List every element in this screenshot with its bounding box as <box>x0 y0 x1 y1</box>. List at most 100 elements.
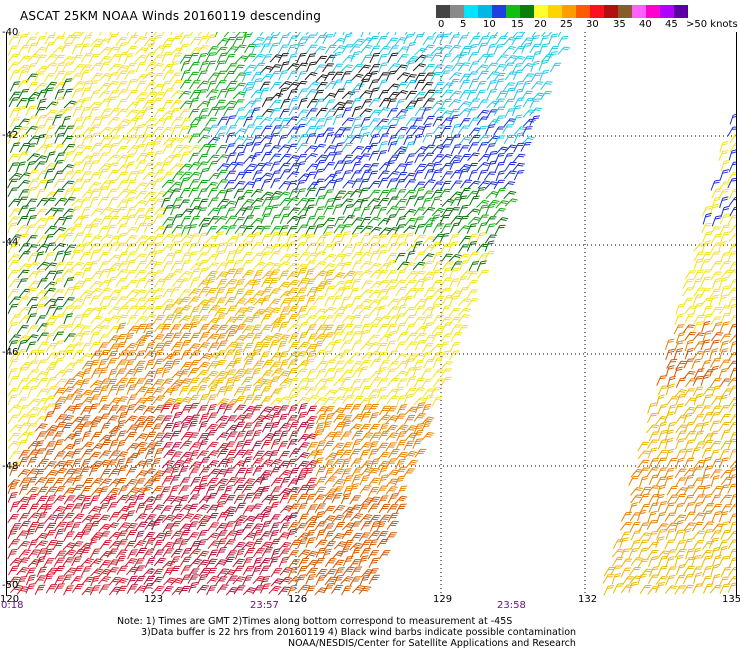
wind-barb <box>88 101 102 110</box>
wind-barb <box>457 35 469 45</box>
lat-label-50: -50 <box>2 580 19 591</box>
wind-barb <box>296 502 308 514</box>
wind-barb <box>162 261 174 271</box>
wind-barb <box>205 52 216 63</box>
wind-barb <box>682 584 694 595</box>
wind-barb <box>405 90 417 100</box>
wind-barb <box>459 45 472 56</box>
wind-barb <box>315 195 326 207</box>
wind-barb <box>405 79 418 90</box>
wind-barb <box>187 377 200 387</box>
wind-barb <box>513 97 525 108</box>
wind-barb <box>358 187 370 198</box>
wind-barb <box>718 555 730 567</box>
wind-barb <box>225 415 237 425</box>
wind-barb <box>333 106 345 116</box>
wind-barb <box>729 133 736 144</box>
wind-barb <box>214 46 228 56</box>
wind-barb <box>99 108 112 118</box>
wind-barb <box>729 188 736 200</box>
wind-barb <box>54 132 65 144</box>
wind-barb <box>286 116 299 126</box>
wind-barb <box>261 54 273 64</box>
wind-barb <box>196 52 208 64</box>
wind-barb <box>421 190 434 200</box>
wind-barb <box>153 367 164 379</box>
wind-barb <box>8 375 20 386</box>
wind-barb <box>16 278 28 289</box>
wind-barb <box>88 124 101 135</box>
wind-barb <box>142 134 154 144</box>
wind-barb <box>179 32 192 37</box>
wind-barb <box>9 523 22 533</box>
wind-barb <box>79 64 93 74</box>
wind-barb <box>261 108 274 118</box>
wind-barb <box>54 261 66 272</box>
wind-barb <box>432 295 445 306</box>
wind-barb <box>295 42 306 54</box>
wind-barb <box>151 54 164 64</box>
wind-barb <box>232 36 244 47</box>
wind-barb <box>440 368 452 378</box>
wind-barb <box>241 260 253 270</box>
wind-barb <box>350 51 361 62</box>
wind-barb <box>342 304 354 314</box>
wind-barb <box>108 196 119 207</box>
wind-barb <box>485 62 499 71</box>
wind-barb <box>269 556 280 568</box>
wind-barb <box>117 51 129 63</box>
wind-barb <box>244 43 256 54</box>
wind-barb <box>511 35 523 46</box>
wind-barb <box>486 43 497 55</box>
wind-barb <box>205 34 217 45</box>
wind-barb <box>360 521 372 531</box>
wind-barb <box>54 96 65 107</box>
wind-barb <box>225 225 237 236</box>
wind-barb <box>207 244 219 254</box>
wind-barb <box>18 142 31 153</box>
lon-label-126: 126 <box>288 594 308 605</box>
wind-barb <box>728 233 736 243</box>
wind-barb <box>343 135 356 144</box>
wind-barb <box>108 397 122 406</box>
wind-barb <box>253 62 266 72</box>
wind-barb <box>180 69 191 81</box>
wind-barb <box>377 170 390 180</box>
legend-swatch <box>520 5 534 18</box>
wind-barb <box>61 42 72 53</box>
wind-barb <box>45 32 57 35</box>
wind-barb <box>98 143 112 153</box>
wind-barb <box>225 132 236 144</box>
wind-barb <box>639 584 652 595</box>
wind-barb <box>269 99 282 109</box>
wind-barb <box>675 377 687 388</box>
wind-barb <box>63 197 76 206</box>
wind-barb <box>106 96 117 108</box>
wind-barb <box>63 150 74 163</box>
wind-barb <box>728 384 736 396</box>
wind-barb <box>108 63 122 72</box>
wind-barb <box>25 126 38 135</box>
wind-barb <box>359 449 370 460</box>
wind-barb <box>126 32 138 36</box>
wind-barb <box>125 403 136 415</box>
wind-barb <box>457 298 472 307</box>
wind-barb <box>180 548 192 559</box>
wind-barb <box>331 63 344 73</box>
wind-barb <box>108 108 121 118</box>
wind-barb <box>115 36 128 46</box>
wind-barb <box>188 179 200 189</box>
wind-barb <box>332 178 343 189</box>
wind-barb <box>360 432 374 442</box>
wind-barb <box>423 89 436 99</box>
wind-barb <box>98 90 111 99</box>
wind-barb <box>322 63 335 73</box>
wind-barb <box>170 35 182 45</box>
legend-label: 30 <box>586 19 599 30</box>
wind-barb <box>684 511 696 522</box>
wind-barb <box>61 78 73 89</box>
wind-barb <box>728 421 736 431</box>
wind-barb <box>54 575 65 586</box>
wind-barb <box>170 100 183 109</box>
wind-barb <box>162 548 174 558</box>
